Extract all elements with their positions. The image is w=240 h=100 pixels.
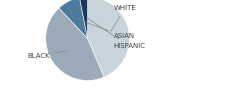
Text: WHITE: WHITE — [110, 5, 136, 32]
Text: HISPANIC: HISPANIC — [88, 18, 146, 49]
Wedge shape — [79, 0, 88, 39]
Wedge shape — [59, 0, 88, 39]
Text: ASIAN: ASIAN — [80, 20, 135, 40]
Text: BLACK: BLACK — [27, 51, 67, 59]
Wedge shape — [88, 0, 129, 77]
Wedge shape — [46, 8, 104, 80]
